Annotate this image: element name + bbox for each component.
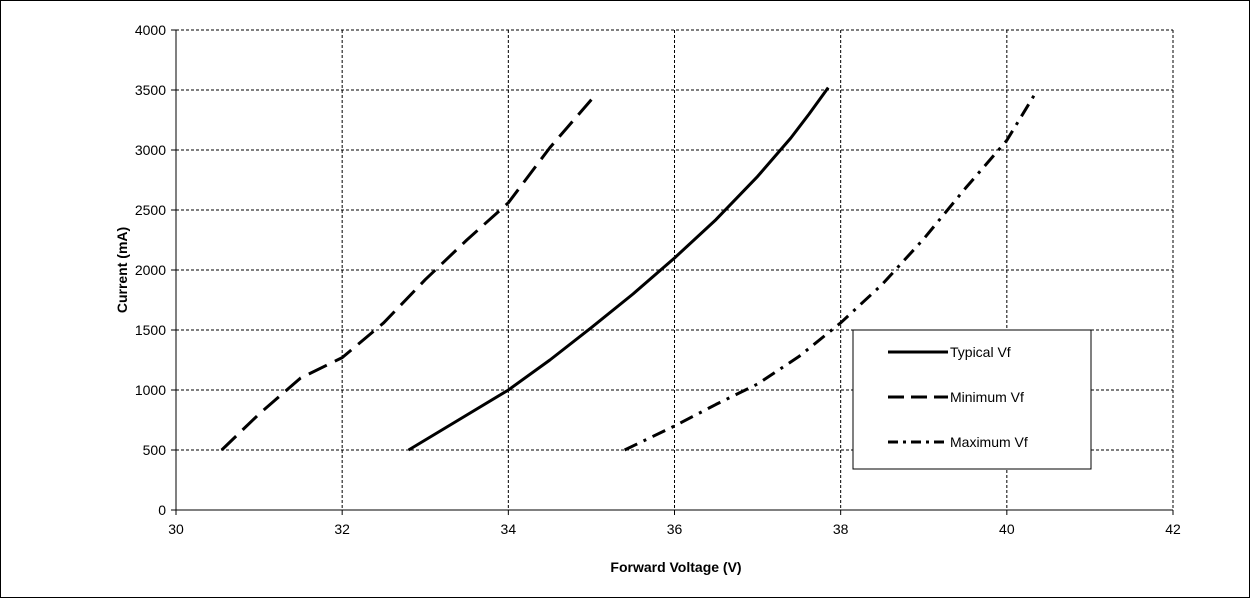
series-line-maximum-vf [623,91,1038,452]
x-tick-label-2: 34 [501,521,517,537]
legend-label-0: Typical Vf [950,344,1011,360]
y-tick-label-6: 3000 [135,142,166,158]
legend-label-1: Minimum Vf [950,389,1024,405]
x-tick-label-3: 36 [667,521,683,537]
x-tick-label-5: 40 [999,521,1015,537]
series-line-minimum-vf [220,98,593,452]
legend-items: Typical Vf Minimum Vf Maximum Vf [888,344,1028,450]
y-tick-label-2: 1000 [135,382,166,398]
y-axis-title: Current (mA) [114,227,130,313]
y-tick-label-4: 2000 [135,262,166,278]
legend: Typical Vf Minimum Vf Maximum Vf [852,329,1092,470]
y-tick-label-8: 4000 [135,22,166,38]
legend-label-2: Maximum Vf [950,434,1028,450]
y-tick-label-7: 3500 [135,82,166,98]
x-axis-title: Forward Voltage (V) [610,559,741,575]
y-tick-labels: 0 500 1000 1500 2000 2500 3000 3500 4000 [135,22,166,518]
x-tick-label-0: 30 [168,521,184,537]
series-lines [220,86,1038,452]
y-tick-label-1: 500 [143,442,167,458]
y-tick-label-5: 2500 [135,202,166,218]
x-tick-label-6: 42 [1165,521,1181,537]
y-tick-label-0: 0 [158,502,166,518]
x-tick-label-4: 38 [833,521,849,537]
x-tick-labels: 30 32 34 36 38 40 42 [168,521,1181,537]
series-line-typical-vf [407,86,830,452]
y-tick-label-3: 1500 [135,322,166,338]
x-tick-label-1: 32 [334,521,350,537]
